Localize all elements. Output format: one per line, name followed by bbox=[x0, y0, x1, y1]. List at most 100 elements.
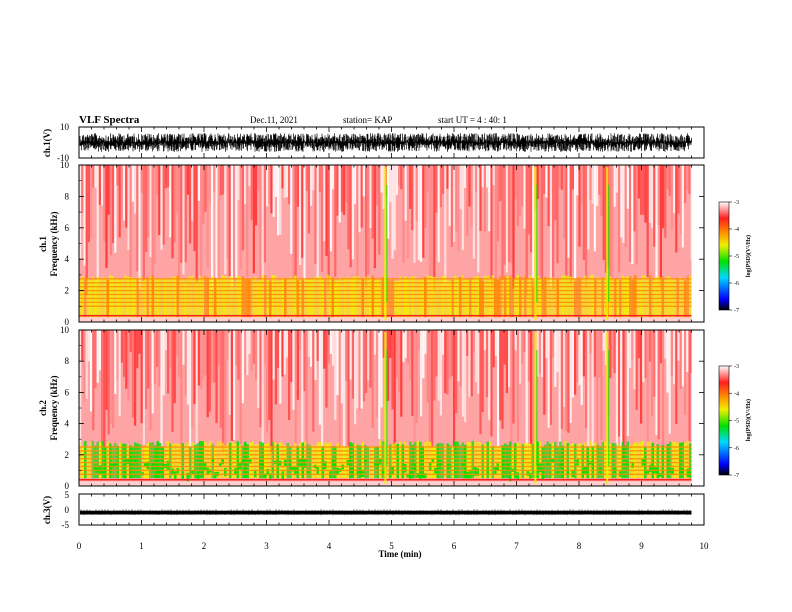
spectrogram-lowband-cell bbox=[254, 444, 257, 479]
spectrogram-green-cell bbox=[244, 466, 247, 472]
spectrogram-lowband-cell bbox=[431, 276, 434, 318]
spectrogram-column bbox=[681, 165, 684, 248]
spectrogram-column bbox=[323, 330, 326, 369]
spectrogram-lowband-cell bbox=[544, 276, 547, 318]
ch3-ytick-top: 5 bbox=[65, 490, 70, 500]
spectrogram-column bbox=[358, 330, 361, 411]
spectrogram-column bbox=[195, 165, 198, 283]
spectrogram-column bbox=[393, 165, 396, 251]
spectrogram-column bbox=[285, 165, 288, 197]
ch2-spectrogram-yticks: 0 2 4 6 8 10 bbox=[60, 325, 704, 491]
spectrogram-lowband-cell bbox=[679, 276, 682, 318]
spectrogram-burst-core bbox=[608, 185, 610, 302]
spectrogram-lowband-cell bbox=[439, 277, 442, 318]
spectrogram-column bbox=[131, 330, 134, 418]
spectrogram-column bbox=[323, 165, 326, 242]
spectrogram-column bbox=[604, 330, 607, 366]
spectrogram-lowband-cell bbox=[231, 441, 234, 479]
spectrogram-lowband-cell bbox=[526, 443, 529, 479]
spectrogram-column bbox=[285, 330, 288, 358]
spectrogram-lowband-cell bbox=[679, 442, 682, 479]
spectrogram-lowband-cell bbox=[106, 441, 109, 479]
spectrogram-column bbox=[417, 330, 420, 351]
spectrogram-column bbox=[411, 165, 414, 230]
spectrogram-column bbox=[389, 165, 392, 203]
ch1-ytick-top: 10 bbox=[60, 122, 70, 132]
spectrogram-lowband-cell bbox=[581, 278, 584, 318]
frequency-tick-label: 4 bbox=[65, 254, 70, 264]
spectrogram-column bbox=[684, 165, 687, 203]
spectrogram-lowband-cell bbox=[546, 441, 549, 479]
spectrogram-lowband-cell bbox=[184, 444, 187, 479]
spectrogram-lowband-cell bbox=[391, 444, 394, 479]
spectrogram-lowband-cell bbox=[674, 441, 677, 479]
spectrogram-column bbox=[327, 165, 330, 290]
spectrogram-green-cell bbox=[656, 468, 659, 478]
spectrogram-column bbox=[191, 165, 194, 221]
spectrogram-column bbox=[402, 165, 405, 263]
spectrogram-column bbox=[101, 165, 104, 206]
spectrogram-column bbox=[360, 165, 363, 228]
spectrogram-column bbox=[578, 330, 581, 386]
spectrogram-column bbox=[442, 165, 445, 194]
spectrogram-green-cell bbox=[304, 459, 307, 469]
spectrogram-green-cell bbox=[224, 468, 227, 477]
spectrogram-column bbox=[349, 165, 352, 268]
spectrogram-column bbox=[138, 165, 141, 289]
spectrogram-lowband-cell bbox=[281, 277, 284, 318]
spectrogram-column bbox=[94, 330, 97, 389]
spectrogram-column bbox=[288, 165, 291, 205]
spectrogram-column bbox=[222, 165, 225, 195]
time-tick-label: 4 bbox=[327, 541, 332, 551]
spectrogram-lowband-cell bbox=[406, 445, 409, 479]
spectrogram-column bbox=[325, 330, 328, 408]
spectrogram-burst bbox=[534, 167, 537, 320]
spectrogram-column bbox=[382, 330, 385, 358]
spectrogram-column bbox=[149, 165, 152, 258]
spectrogram-column bbox=[186, 165, 189, 195]
spectrogram-column bbox=[180, 165, 183, 263]
spectrogram-column bbox=[138, 330, 141, 354]
spectrogram-lowband-cell bbox=[136, 443, 139, 479]
spectrogram-lowband-cell bbox=[531, 444, 534, 479]
spectrogram-column bbox=[261, 330, 264, 445]
spectrogram-column bbox=[459, 165, 462, 210]
spectrogram-lowband-cell bbox=[524, 442, 527, 479]
ch2-spectrogram-ylabel-frequency: Frequency (kHz) bbox=[49, 375, 59, 440]
spectrogram-column bbox=[602, 165, 605, 260]
spectrogram-column bbox=[318, 330, 321, 425]
spectrogram-column bbox=[360, 330, 363, 409]
spectrogram-lowband-cell bbox=[96, 276, 99, 318]
spectrogram-column bbox=[622, 165, 625, 243]
spectrogram-column bbox=[272, 165, 275, 217]
spectrogram-green-cell bbox=[526, 470, 529, 476]
spectrogram-column bbox=[424, 165, 427, 228]
spectrogram-column bbox=[224, 165, 227, 274]
spectrogram-column bbox=[248, 165, 251, 187]
spectrogram-green-cell bbox=[509, 473, 512, 482]
spectrogram-column bbox=[279, 330, 282, 404]
spectrogram-column bbox=[400, 330, 403, 417]
spectrogram-green-cell bbox=[474, 466, 477, 476]
spectrogram-green-cell bbox=[431, 458, 434, 463]
spectrogram-green-cell bbox=[364, 459, 367, 464]
spectrogram-lowband-cell bbox=[469, 277, 472, 318]
spectrogram-column bbox=[145, 330, 148, 410]
spectrogram-green-cell bbox=[666, 459, 669, 464]
spectrogram-lowband-cell bbox=[324, 442, 327, 479]
spectrogram-lowband-cell bbox=[266, 442, 269, 479]
spectrogram-column bbox=[589, 330, 592, 354]
spectrogram-lowband-cell bbox=[506, 276, 509, 318]
spectrogram-column bbox=[314, 330, 317, 381]
spectrogram-column bbox=[250, 330, 253, 372]
spectrogram-column bbox=[332, 165, 335, 190]
spectrogram-column bbox=[488, 165, 491, 232]
spectrogram-column bbox=[424, 330, 427, 354]
spectrogram-column bbox=[613, 330, 616, 374]
spectrogram-lowband-cell bbox=[639, 441, 642, 479]
spectrogram-column bbox=[292, 165, 295, 280]
spectrogram-column bbox=[596, 330, 599, 458]
spectrogram-column bbox=[558, 165, 561, 189]
spectrogram-lowband-cell bbox=[294, 442, 297, 479]
spectrogram-lowband-cell bbox=[229, 276, 232, 318]
